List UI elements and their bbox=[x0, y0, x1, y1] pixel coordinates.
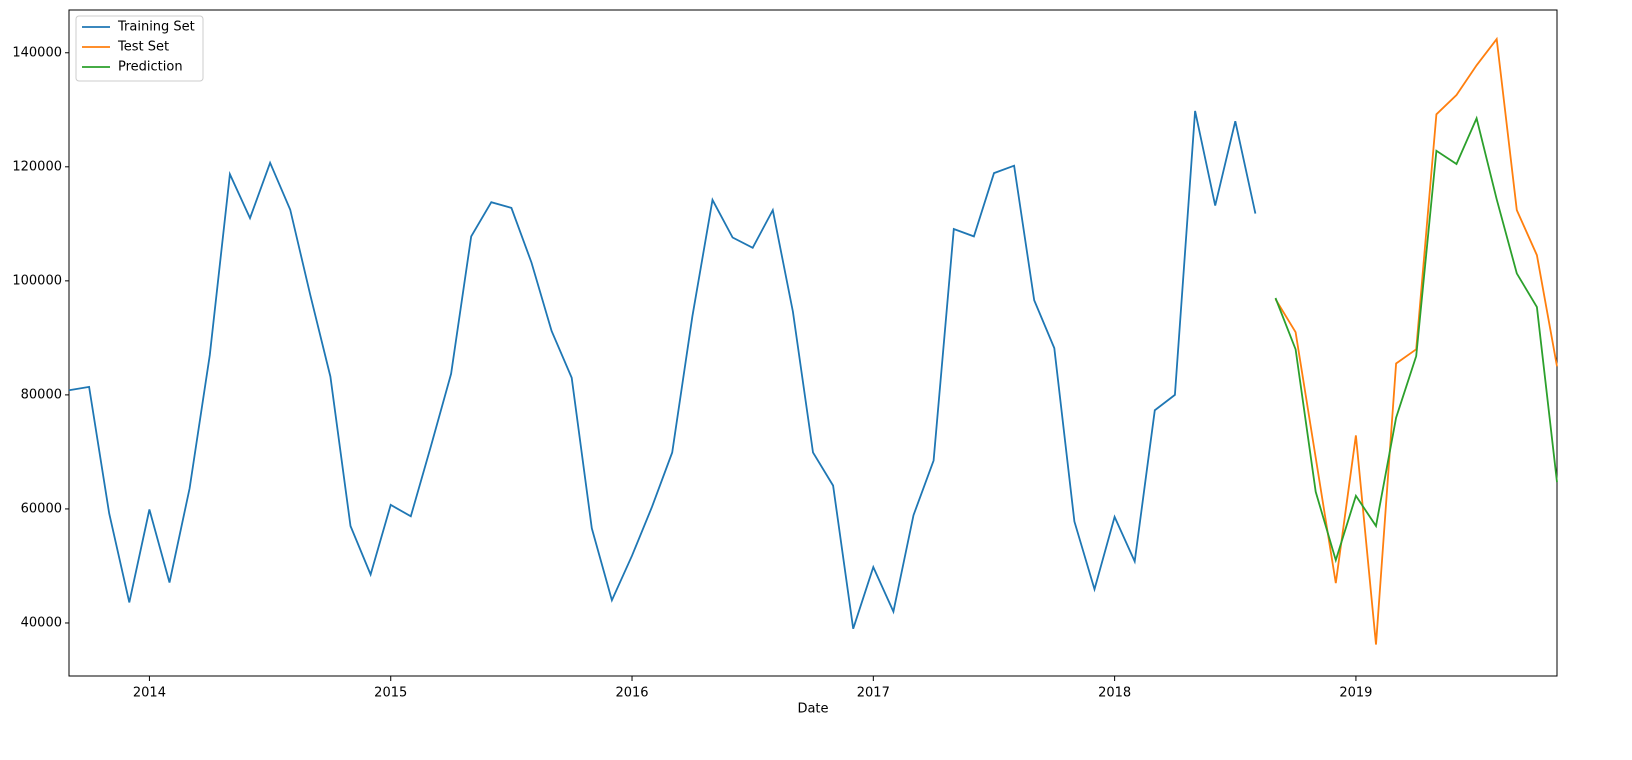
series-line bbox=[1274, 115, 1558, 564]
x-tick-label: 2015 bbox=[374, 686, 407, 701]
legend-box bbox=[75, 15, 204, 82]
y-tick-label: 120000 bbox=[12, 159, 62, 174]
y-tick-label: 100000 bbox=[12, 273, 62, 288]
x-tick-label: 2016 bbox=[615, 686, 648, 701]
y-tick-label: 140000 bbox=[12, 45, 62, 60]
plot-area bbox=[68, 9, 1558, 677]
x-axis-label: Date bbox=[797, 702, 828, 717]
x-tick-label: 2017 bbox=[857, 686, 890, 701]
x-tick-label: 2014 bbox=[133, 686, 166, 701]
legend-label: Prediction bbox=[118, 60, 183, 75]
legend: Training Set Test Set Prediction bbox=[75, 15, 204, 82]
legend-label: Test Set bbox=[117, 40, 169, 55]
y-tick-label: 40000 bbox=[21, 615, 62, 630]
x-tick-label: 2018 bbox=[1098, 686, 1131, 701]
x-tick-label: 2019 bbox=[1339, 686, 1372, 701]
series-line bbox=[1274, 36, 1558, 645]
legend-label: Training Set bbox=[117, 20, 195, 35]
y-tick-label: 60000 bbox=[21, 501, 62, 516]
series-line bbox=[68, 110, 1257, 629]
y-tick-label: 80000 bbox=[21, 387, 62, 402]
